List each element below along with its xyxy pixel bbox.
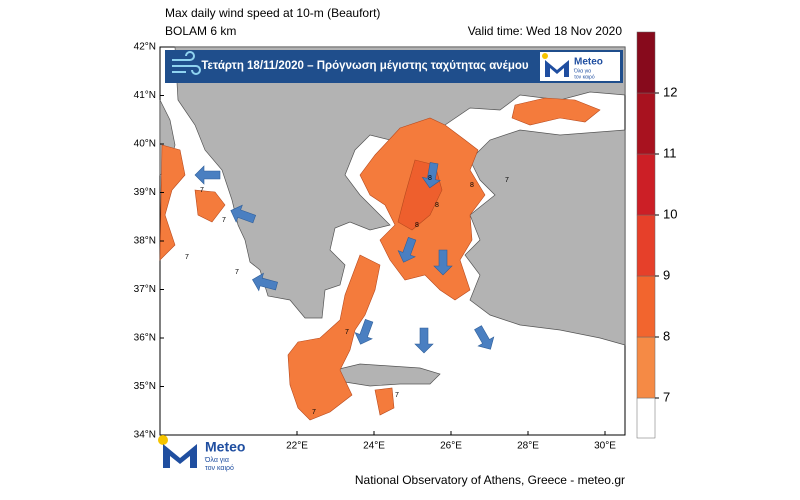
footer-logo: Meteo Όλα για τον καιρό [158, 435, 245, 472]
contour-label: 8 [470, 182, 474, 189]
logo-name: Meteo [574, 57, 603, 68]
arrow [252, 272, 278, 292]
wind-marmara [511, 97, 601, 126]
contour-label: 8 [435, 202, 439, 209]
contour-label: 8 [428, 175, 432, 182]
banner: Τετάρτη 18/11/2020 – Πρόγνωση μέγιστης τ… [165, 50, 623, 83]
contour-label: 7 [505, 177, 509, 184]
colorbar-segment [636, 214, 656, 277]
map: 7 7 7 7 8 8 8 8 7 7 7 7 42°N 41°N 40°N 39°N 38°N 37°N 36°… [134, 42, 626, 452]
contour-label: 7 [185, 254, 189, 261]
arrow [421, 162, 441, 189]
wind-arrows [194, 162, 495, 354]
lon-tick-label: 28°E [517, 441, 539, 452]
contour-label: 8 [415, 222, 419, 229]
colorbar: 7 8 9 10 11 12 [636, 31, 677, 439]
contour-label: 7 [222, 217, 226, 224]
logo-tagline: τον καιρό [205, 464, 234, 472]
arrow [194, 165, 221, 185]
contour-label: 7 [200, 187, 204, 194]
lon-tick-label: 24°E [363, 441, 385, 452]
title: Max daily wind speed at 10-m (Beaufort) [165, 6, 380, 20]
lat-tick-label: 37°N [134, 284, 156, 295]
wind-dodecanese [374, 387, 395, 416]
colorbar-label: 8 [663, 328, 670, 343]
lon-tick-label: 22°E [286, 441, 308, 452]
arrow [354, 318, 374, 345]
colorbar-segment [636, 31, 656, 94]
logo-sun [542, 53, 548, 59]
logo-mark [545, 60, 569, 77]
wind-south [287, 254, 381, 421]
arrow [414, 327, 434, 354]
arrow [474, 325, 495, 350]
land-crete [334, 363, 441, 387]
lat-tick-label: 34°N [134, 430, 156, 441]
land-turkey [464, 129, 626, 346]
model: BOLAM 6 km [165, 24, 236, 38]
map-ticks: 42°N 41°N 40°N 39°N 38°N 37°N 36°N 35°N 34°N 22°E… [134, 42, 617, 452]
logo-mark [163, 444, 197, 468]
contour-labels: 7 7 7 7 8 8 8 8 7 7 7 7 [185, 175, 509, 416]
lat-tick-label: 40°N [134, 139, 156, 150]
valid-time: Valid time: Wed 18 Nov 2020 [468, 24, 623, 38]
wind-italy [159, 144, 186, 261]
colorbar-label: 12 [663, 84, 677, 99]
colorbar-segment [636, 336, 656, 399]
colorbar-label: 7 [663, 389, 670, 404]
lat-tick-label: 38°N [134, 236, 156, 247]
logo-tagline: Όλα για [573, 68, 591, 74]
colorbar-segment [636, 153, 656, 216]
colorbar-label: 10 [663, 206, 677, 221]
lat-tick-label: 41°N [134, 90, 156, 101]
contour-label: 7 [395, 392, 399, 399]
logo-sun [158, 435, 168, 445]
contour-label: 7 [235, 269, 239, 276]
land-balkans [174, 46, 626, 319]
lon-tick-label: 30°E [594, 441, 616, 452]
logo-tagline: Όλα για [204, 457, 229, 464]
colorbar-segment [636, 397, 656, 439]
colorbar-label: 9 [663, 267, 670, 282]
arrow [397, 236, 417, 263]
lon-tick-label: 26°E [440, 441, 462, 452]
logo-tagline: τον καιρό [574, 73, 595, 80]
colorbar-label: 11 [663, 145, 677, 160]
wind-icon [172, 51, 201, 75]
contour-label: 7 [312, 409, 316, 416]
contour-label: 7 [345, 329, 349, 336]
banner-logo-bg [540, 52, 620, 81]
lat-tick-label: 39°N [134, 187, 156, 198]
colorbar-segment [636, 92, 656, 155]
wind-ionian [194, 189, 226, 223]
arrow [230, 204, 257, 224]
lat-tick-label: 35°N [134, 381, 156, 392]
arrow [433, 249, 453, 276]
banner-text: Τετάρτη 18/11/2020 – Πρόγνωση μέγιστης τ… [201, 60, 529, 72]
credit: National Observatory of Athens, Greece -… [355, 473, 625, 487]
lat-tick-label: 42°N [134, 42, 156, 53]
colorbar-segment [636, 275, 656, 338]
logo-name: Meteo [205, 439, 245, 455]
lat-tick-label: 36°N [134, 333, 156, 344]
